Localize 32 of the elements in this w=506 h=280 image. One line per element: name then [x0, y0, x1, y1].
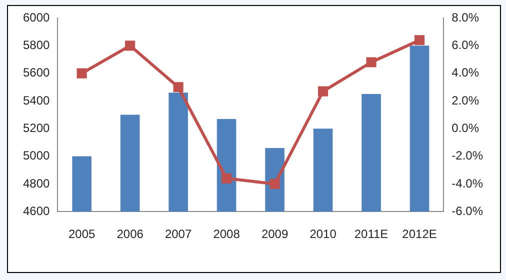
point — [76, 68, 87, 78]
point — [222, 173, 232, 184]
x-tick-label: 2008 — [213, 227, 240, 242]
y2-tick-label: 6.0% — [452, 38, 480, 52]
y2-tick-label: -4.0% — [452, 176, 484, 190]
y2-tick-label: 8.0% — [452, 10, 480, 24]
y-tick-label: 5200 — [22, 120, 50, 135]
y-tick-label: 5000 — [22, 148, 50, 163]
y-tick-label: 5600 — [22, 66, 50, 80]
y2-tick-label: 0.0% — [452, 120, 480, 135]
y2-tick-label: 4.0% — [452, 66, 480, 80]
x-tick-label: 2010 — [310, 227, 337, 242]
y-tick-label: 5800 — [22, 38, 50, 52]
y2-tick-label: -2.0% — [452, 148, 484, 163]
point — [173, 82, 184, 92]
x-tick-label: 2011E — [354, 227, 388, 242]
x-tick-label: 2006 — [116, 227, 144, 242]
y-tick-label: 4800 — [22, 176, 50, 190]
y-tick-label: 4600 — [22, 204, 50, 218]
point — [366, 57, 376, 68]
x-tick-label: 2009 — [261, 227, 288, 242]
y-tick-label: 6000 — [22, 10, 50, 24]
x-tick-label: 2005 — [68, 227, 96, 242]
point — [318, 86, 328, 96]
y2-tick-label: 2.0% — [452, 93, 480, 108]
y-tick-label: 5400 — [22, 93, 50, 108]
point — [414, 35, 425, 46]
x-tick-label: 2007 — [164, 227, 192, 242]
y2-tick-label: -6.0% — [452, 204, 484, 218]
x-tick-label: 2012E — [402, 227, 437, 242]
point — [125, 40, 136, 51]
point — [270, 178, 280, 189]
